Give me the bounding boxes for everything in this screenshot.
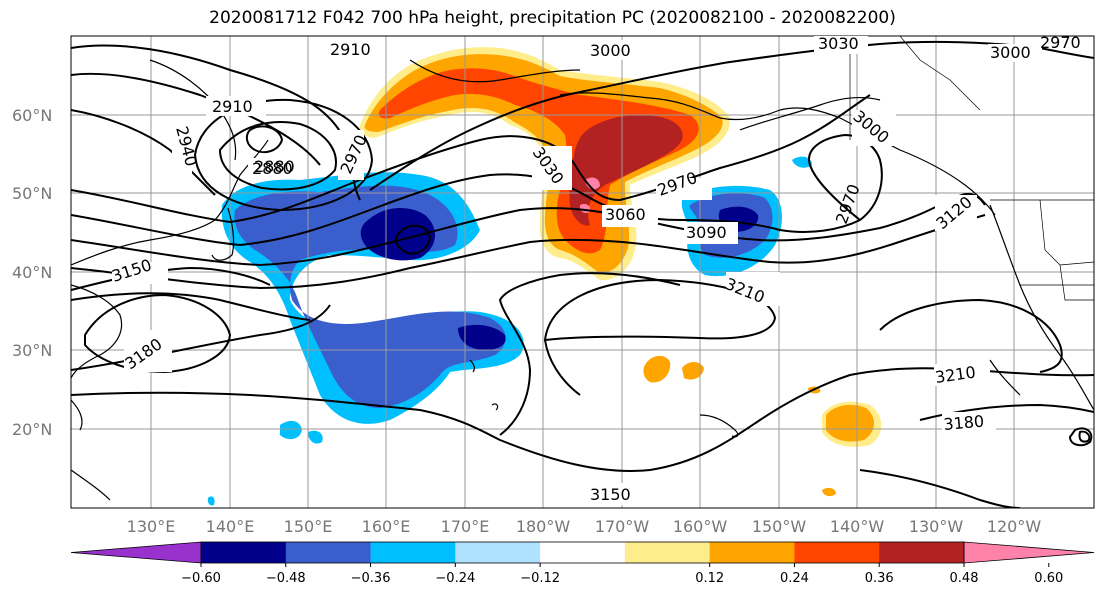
contour-label: 3180 bbox=[943, 412, 985, 434]
lon-label: 130°E bbox=[127, 517, 176, 536]
positive-anomaly-south bbox=[643, 355, 882, 497]
contour-label: 2910 bbox=[330, 40, 371, 59]
lat-label: 50°N bbox=[12, 184, 52, 203]
colorbar-tick-label: −0.24 bbox=[435, 571, 475, 586]
colorbar-tick-label: 0.24 bbox=[780, 571, 809, 586]
contour-label: 2880 bbox=[252, 159, 293, 178]
lat-label: 30°N bbox=[12, 341, 52, 360]
contour-label: 3030 bbox=[818, 34, 859, 53]
contour-label: 3000 bbox=[590, 41, 631, 60]
lon-label: 140°W bbox=[830, 517, 885, 536]
lon-label: 170°W bbox=[595, 517, 650, 536]
contour-label: 3000 bbox=[990, 43, 1031, 62]
lat-label: 60°N bbox=[12, 106, 52, 125]
colorbar-tick-label: −0.36 bbox=[351, 571, 391, 586]
map-frame bbox=[70, 35, 1095, 509]
lon-label: 160°E bbox=[362, 517, 411, 536]
lon-label: 140°E bbox=[206, 517, 255, 536]
lon-label: 150°E bbox=[284, 517, 333, 536]
longitude-labels: 130°E 140°E 150°E 160°E 170°E 180°W 170°… bbox=[127, 517, 1042, 536]
colorbar-tick-label: 0.12 bbox=[695, 571, 724, 586]
contour-label: 3150 bbox=[590, 485, 631, 504]
lon-label: 180°W bbox=[516, 517, 571, 536]
latitude-labels: 60°N 50°N 40°N 30°N 20°N bbox=[12, 106, 52, 439]
colorbar-tick-label: −0.12 bbox=[520, 571, 560, 586]
lat-label: 40°N bbox=[12, 263, 52, 282]
lat-label: 20°N bbox=[12, 420, 52, 439]
colorbar-tick-label: −0.48 bbox=[266, 571, 306, 586]
lon-label: 170°E bbox=[441, 517, 490, 536]
lon-label: 150°W bbox=[752, 517, 807, 536]
colorbar-tick-label: 0.36 bbox=[865, 571, 894, 586]
contour-label: 3060 bbox=[605, 205, 646, 224]
map-panel: 2910 2880 3000 3030 3000 2970 2910 2940 … bbox=[12, 33, 1095, 536]
colorbar-ticks: −0.60 −0.48 −0.36 −0.24 −0.12 0.12 0.24 0.36 0.4… bbox=[181, 563, 1063, 586]
lon-label: 120°W bbox=[987, 517, 1042, 536]
colorbar-tick-label: 0.48 bbox=[950, 571, 979, 586]
colorbar-tick-label: 0.60 bbox=[1034, 571, 1063, 586]
map-title: 2020081712 F042 700 hPa height, precipit… bbox=[209, 8, 896, 28]
lon-label: 160°W bbox=[673, 517, 728, 536]
contour-label: 2880 bbox=[254, 157, 295, 176]
colorbar-tick-label: −0.60 bbox=[181, 571, 221, 586]
contour-label: 2910 bbox=[212, 97, 253, 116]
contour-labels: 2910 2880 3000 3030 3000 2970 2910 2940 … bbox=[109, 33, 1081, 505]
contour-label: 3090 bbox=[686, 223, 727, 242]
contour-label: 2970 bbox=[1040, 33, 1081, 52]
lon-label: 130°W bbox=[909, 517, 964, 536]
